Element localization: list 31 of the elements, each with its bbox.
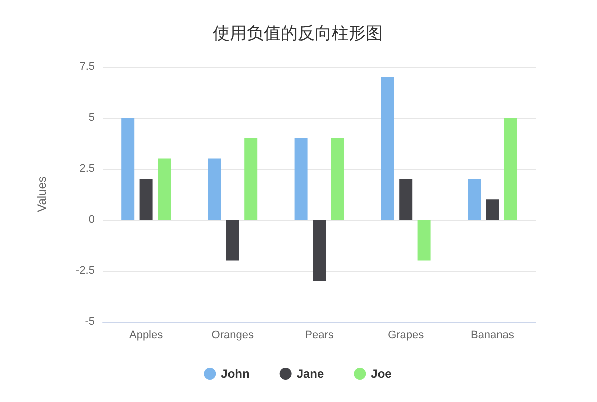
- bar: [400, 179, 413, 220]
- bar: [468, 179, 481, 220]
- legend-label: Joe: [371, 367, 392, 381]
- y-axis-title: Values: [35, 176, 49, 212]
- bar: [313, 220, 326, 282]
- x-tick-label: Bananas: [470, 330, 515, 342]
- bar: [294, 138, 308, 220]
- x-tick-label: Grapes: [388, 330, 425, 342]
- bar: [418, 220, 431, 261]
- legend-label: Jane: [296, 367, 324, 381]
- bar: [208, 158, 222, 220]
- bar: [122, 118, 135, 220]
- y-tick-label: 0: [88, 214, 95, 226]
- x-tick-label: Pears: [305, 330, 334, 342]
- bar: [140, 179, 153, 220]
- bar: [158, 158, 171, 220]
- y-tick-label: -5: [85, 316, 95, 328]
- bar: [486, 200, 500, 220]
- bar: [381, 77, 394, 220]
- bar: [504, 118, 518, 220]
- legend-label: John: [221, 367, 250, 381]
- y-tick-label: 5: [88, 112, 95, 124]
- y-tick-label: -2.5: [76, 265, 95, 277]
- x-tick-label: Oranges: [212, 330, 254, 342]
- bar: [244, 138, 258, 220]
- y-tick-label: 7.5: [80, 61, 95, 73]
- x-tick-label: Apples: [129, 330, 164, 342]
- bar: [331, 138, 344, 220]
- y-tick-label: 2.5: [80, 163, 95, 175]
- chart-title: 使用负值的反向柱形图: [213, 24, 383, 43]
- bar: [226, 220, 240, 261]
